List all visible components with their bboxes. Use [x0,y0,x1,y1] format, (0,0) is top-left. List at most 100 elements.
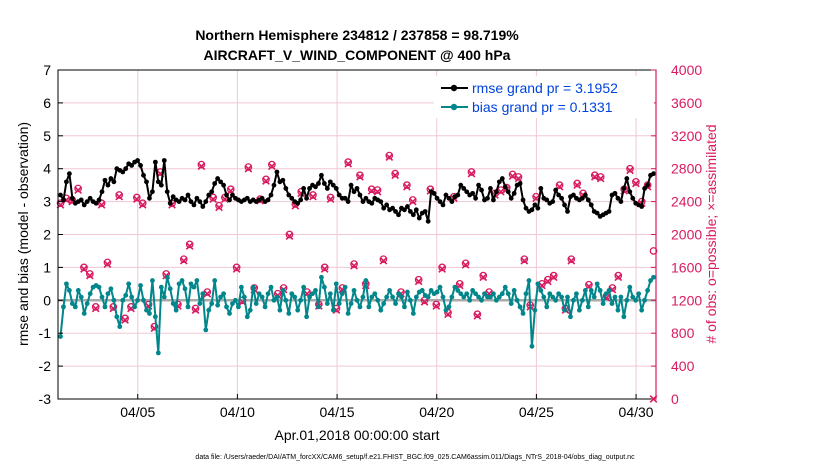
bias-point [541,294,547,300]
bias-point [84,301,90,306]
bias-point [218,294,224,300]
rmse-point [407,209,413,214]
bias-point [209,301,215,306]
obs-assimilated-marker [191,306,200,315]
obs-possible-marker [197,160,206,169]
obs-possible-marker [479,271,488,280]
bias-point [147,311,152,316]
bias-point [455,288,461,293]
rmse-point [93,200,99,206]
obs-possible-marker [191,304,200,313]
rmse-point [135,158,140,163]
bias-point [502,284,508,290]
rmse-point [155,179,161,185]
y-left-tick-label: 4 [43,161,51,177]
bias-point [476,294,481,300]
obs-assimilated-marker [267,162,276,171]
bias-point [612,294,618,300]
bias-point [390,294,395,300]
y-right-tick-label: 4000 [671,62,702,78]
bias-point [342,284,348,290]
obs-possible-marker [344,158,353,166]
rmse-point [164,189,170,195]
obs-assimilated-marker [596,174,605,183]
bias-point [182,286,188,292]
bias-point [470,288,476,293]
y-right-tick-label: 0 [671,391,679,407]
bias-point [230,301,235,306]
bias-point [419,288,425,293]
obs-assimilated-marker [356,173,364,181]
rmse-point [363,195,369,201]
legend-rmse-marker [450,84,458,92]
obs-possible-marker [85,270,94,278]
rmse-point [606,209,612,214]
bias-point [319,274,324,280]
rmse-point [342,195,348,201]
bias-point [179,278,185,283]
bias-point [316,304,321,310]
rmse-point [523,205,529,211]
bias-point [437,284,443,290]
obs-assimilated-marker [185,242,194,250]
bias-point [396,291,401,297]
y-axis-left-label: rmse and bias (model - observation) [15,122,31,346]
rmse-point [532,202,538,208]
obs-assimilated-marker [197,162,206,171]
bias-point [274,294,280,300]
obs-possible-marker [138,199,147,208]
bias-point [108,286,114,292]
bias-point [310,291,315,297]
obs-possible-marker [632,178,640,186]
obs-assimilated-marker [496,187,505,196]
rmse-point [227,197,232,203]
obs-assimilated-marker [80,265,88,273]
obs-possible-marker [91,303,100,311]
obs-assimilated-marker [91,304,100,313]
bias-point [446,304,452,310]
rmse-point [440,202,446,208]
rmse-point [585,197,591,203]
obs-possible-marker [614,271,623,280]
bias-point [185,304,191,310]
obs-possible-marker [179,255,188,264]
y-right-tick-label: 1600 [671,259,702,275]
bias-point [292,294,298,300]
bias-point [215,302,221,308]
bias-point [348,301,354,306]
rmse-point [639,204,645,209]
bias-point [336,301,342,306]
rmse-point [538,186,544,191]
bias-point [550,294,556,300]
obs-possible-marker [549,271,558,280]
rmse-point [170,194,176,200]
rmse-point [147,195,152,201]
rmse-point [565,209,570,214]
bias-point [114,314,120,320]
bias-point [188,281,194,287]
bias-point [633,297,639,303]
rmse-point [69,195,75,201]
obs-assimilated-marker [391,171,400,180]
rmse-point [185,192,191,198]
obs-assimilated-marker [626,166,634,175]
bias-point [565,294,570,300]
bias-point [164,274,170,280]
obs-assimilated-marker [326,195,335,203]
obs-assimilated-marker [285,232,294,241]
bias-point [369,294,375,300]
bias-point [482,291,487,297]
obs-possible-marker [209,193,217,202]
rmse-point [360,199,366,205]
bias-point [265,291,271,297]
rmse-point [535,205,541,211]
obs-assimilated-marker [408,197,417,206]
rmse-point [268,192,274,198]
obs-assimilated-marker [514,174,523,183]
rmse-point [502,184,508,190]
obs-possible-marker [350,260,358,268]
rmse-point [87,195,93,201]
bias-point [556,291,562,297]
x-tick-label: 04/05 [120,404,155,420]
y-right-tick-label: 3200 [671,128,702,144]
